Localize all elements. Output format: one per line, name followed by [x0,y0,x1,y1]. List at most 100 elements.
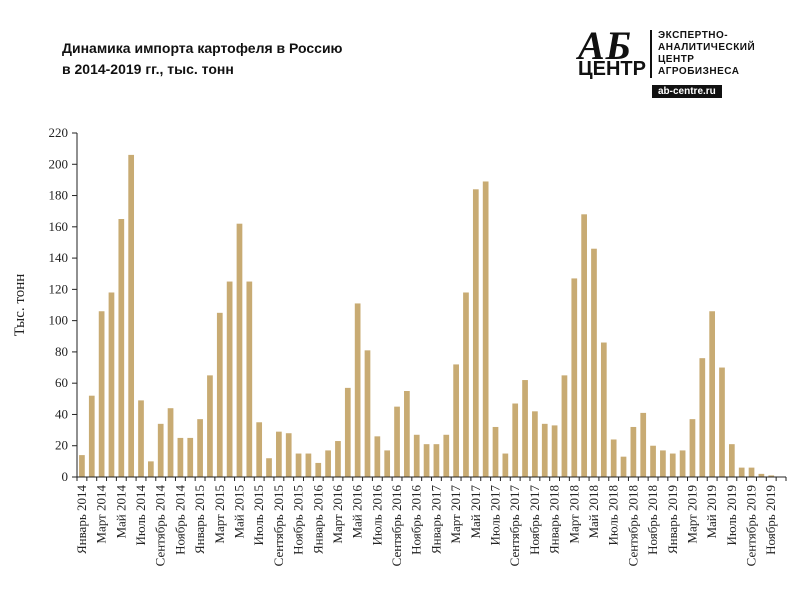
bar [660,450,666,477]
bar [551,425,558,477]
bar [118,219,125,477]
bar [335,441,341,477]
bar [79,455,85,477]
x-tick-label: Июль 2017 [488,485,503,546]
x-tick-label: Март 2019 [684,485,699,544]
x-tick-label: Март 2016 [330,485,345,544]
bar [699,358,706,477]
x-tick-label: Ноябрь 2019 [763,485,778,555]
bar [433,444,440,477]
x-tick-label: Март 2017 [448,485,463,544]
bar [591,248,597,477]
bar [581,214,587,478]
y-tick-label: 180 [49,188,69,203]
logo-centr-text: ЦЕНТР [578,58,646,80]
bar [413,434,420,477]
bar [719,367,725,477]
x-tick-label: Июль 2014 [133,485,148,546]
bar [532,411,538,477]
y-tick-label: 60 [55,375,68,390]
bar [197,419,203,477]
x-tick-label: Июль 2018 [606,485,621,545]
y-tick-label: 80 [55,344,68,359]
x-tick-label: Январь 2017 [428,485,443,555]
bar [256,422,263,477]
x-tick-label: Июль 2016 [369,485,384,546]
bar [295,453,302,477]
y-axis-label: Тыс. тонн [12,274,28,337]
bar [492,426,499,477]
x-tick-label: Сентябрь 2015 [271,485,286,566]
x-tick-label: Январь 2014 [74,485,89,555]
x-tick-label: Сентябрь 2014 [153,485,168,567]
x-tick-label: Ноябрь 2018 [645,485,660,555]
bar [502,453,509,477]
y-tick-label: 220 [49,125,69,140]
bar [266,458,272,477]
y-tick-label: 40 [55,406,68,421]
x-tick-label: Май 2014 [113,485,128,539]
logo-divider [650,30,652,78]
bar [187,437,194,477]
bar [728,444,735,477]
ab-centre-logo: АБ ЦЕНТР ЭКСПЕРТНО- АНАЛИТИЧЕСКИЙ ЦЕНТР … [576,23,776,100]
bar [344,387,351,477]
logo-ab-text: АБ [578,23,633,68]
bar [650,445,656,477]
bar [167,408,174,477]
x-tick-label: Ноябрь 2015 [291,485,306,555]
y-tick-label: 120 [49,281,69,296]
x-tick-label: Сентябрь 2017 [507,485,522,567]
x-tick-label: Июль 2015 [251,485,266,545]
bar [571,278,578,477]
bar [246,281,253,477]
bar [748,467,755,477]
bar [305,453,312,477]
x-tick-label: Сентябрь 2019 [744,485,759,566]
bar [128,154,135,477]
logo-caption-line3: ЦЕНТР [658,54,695,65]
x-tick-label: Июль 2019 [724,485,739,545]
bar [285,433,292,477]
bar [177,437,184,477]
x-tick-label: Март 2018 [566,485,581,544]
bar [108,292,115,477]
x-tick-label: Март 2015 [212,485,227,544]
bar [709,311,716,477]
y-tick-label: 0 [62,469,69,484]
y-tick-label: 160 [49,219,69,234]
bar [600,342,607,477]
bar [689,419,696,477]
x-tick-label: Январь 2016 [310,485,325,555]
bar [561,375,568,477]
bar [157,423,164,477]
y-tick-label: 100 [49,313,69,328]
bar [374,436,381,477]
bar [404,391,410,477]
bar [276,431,282,477]
x-tick-label: Сентябрь 2016 [389,485,404,567]
bar [423,444,430,477]
bar [463,292,469,477]
bar [354,303,361,477]
bar [98,311,105,477]
bar [453,364,459,477]
chart-title-line1: Динамика импорта картофеля в Россию [62,40,343,56]
x-tick-label: Май 2017 [468,485,483,539]
logo-caption: ЭКСПЕРТНО- АНАЛИТИЧЕСКИЙ ЦЕНТР АГРОБИЗНЕ… [658,30,755,78]
bar [236,223,243,477]
bar [315,462,322,477]
x-tick-label: Январь 2019 [665,485,680,554]
bar [384,450,391,477]
bar [758,473,765,477]
x-tick-label: Ноябрь 2017 [527,485,542,555]
bar [325,450,331,477]
bar [620,456,627,477]
bar [216,312,223,477]
logo-caption-line2: АНАЛИТИЧЕСКИЙ [658,42,756,53]
x-tick-label: Май 2019 [704,485,719,539]
bar [226,281,233,477]
bar [640,412,647,477]
bar [472,189,479,478]
